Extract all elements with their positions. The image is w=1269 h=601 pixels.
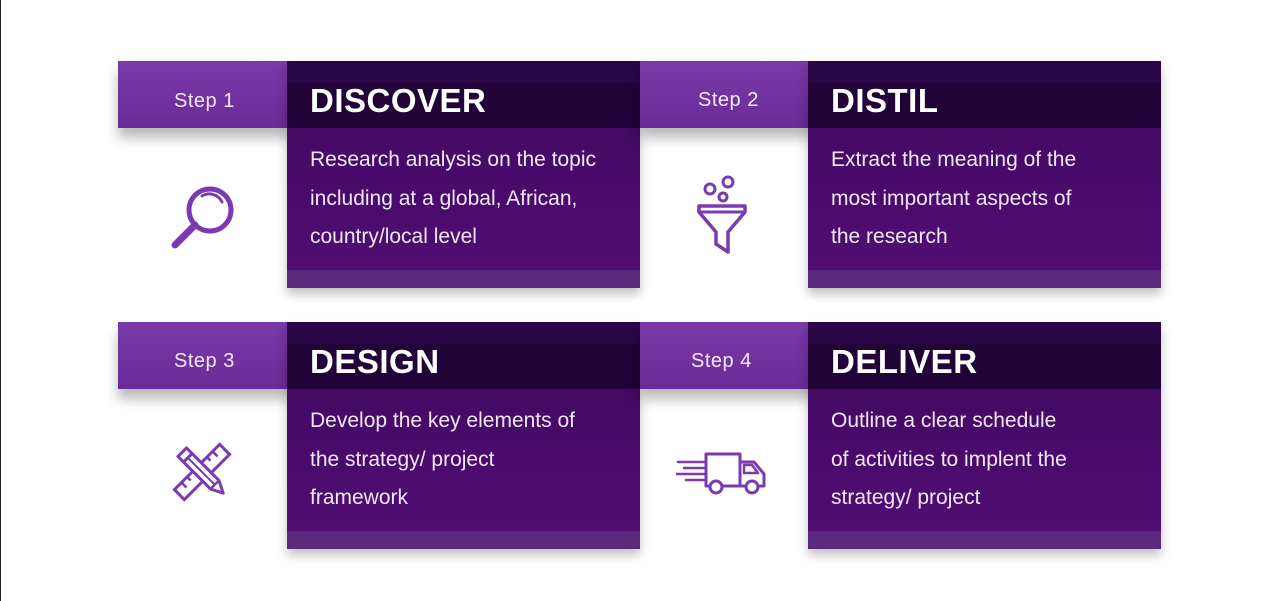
card-footer-band [287,531,640,549]
card-title-band [808,83,1161,128]
description-line: country/local level [310,225,477,248]
delivery-truck-icon [676,448,768,496]
step-3-label: Step 3 [174,350,235,372]
description-line: Outline a clear schedule [831,409,1057,432]
pencil-ruler-icon [170,440,234,504]
step-4-tab [640,322,815,389]
card-footer-band [808,270,1161,288]
description-line: framework [310,486,409,509]
step-1-label: Step 1 [174,90,235,112]
step-1-card: DISCOVER Research analysis on the topic … [287,61,640,288]
step-2-tab [640,61,815,128]
step-2-card: DISTIL Extract the meaning of the most i… [808,61,1161,288]
description-line: Research analysis on the topic [310,148,596,171]
step-1-title: DISCOVER [310,82,487,119]
description-line: strategy/ project [831,486,981,509]
card-footer-band [808,531,1161,549]
step-4-label: Step 4 [691,350,752,372]
card-top-band [808,322,1161,344]
card-title-band [808,344,1161,389]
step-4-title: DELIVER [831,343,978,380]
step-4-card: DELIVER Outline a clear schedule of acti… [808,322,1161,549]
card-top-band [808,61,1161,83]
card-footer-band [287,270,640,288]
description-line: the research [831,225,948,248]
description-line: Extract the meaning of the [831,148,1077,171]
description-line: of activities to implent the [831,447,1067,471]
card-title-band [287,83,640,128]
description-line: most important aspects of [831,186,1072,210]
step-2-label: Step 2 [698,89,759,111]
funnel-icon [692,172,752,258]
card-top-band [287,61,640,83]
step-3-title: DESIGN [310,343,440,380]
step-2-description: Extract the meaning of the most importan… [831,141,1156,257]
description-line: the strategy/ project [310,447,495,471]
card-top-band [287,322,640,344]
step-2-title: DISTIL [831,82,939,119]
left-border-line [0,0,1,601]
step-1-description: Research analysis on the topic including… [310,141,635,257]
magnifier-icon [166,180,240,252]
description-line: Develop the key elements of [310,409,575,432]
step-3-tab [118,322,293,389]
card-title-band [287,344,640,389]
step-3-card: DESIGN Develop the key elements of the s… [287,322,640,549]
step-4-description: Outline a clear schedule of activities t… [831,402,1156,518]
description-line: including at a global, African, [310,186,578,210]
step-3-description: Develop the key elements of the strategy… [310,402,635,518]
step-1-tab [118,61,293,128]
